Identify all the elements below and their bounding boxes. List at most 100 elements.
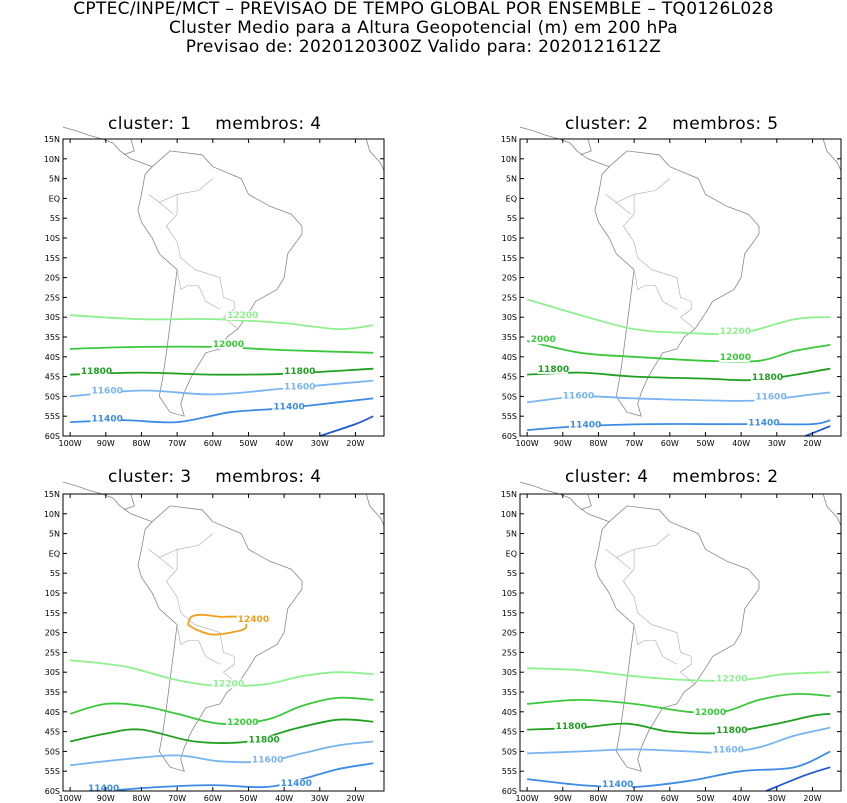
lon-label: 30W <box>768 794 786 803</box>
contour-label-bg <box>226 310 258 320</box>
lat-label: 35S <box>502 333 517 342</box>
lat-label: 50S <box>502 747 517 756</box>
map-background <box>520 139 841 436</box>
contour-label-11600: 11600 <box>252 755 283 765</box>
lon-label: 70W <box>625 439 643 448</box>
lat-label: 10S <box>45 589 60 598</box>
lat-label: 5S <box>507 569 517 578</box>
contour-11600 <box>527 726 831 755</box>
map-background <box>63 494 384 791</box>
contour-label-11400: 11400 <box>570 420 601 430</box>
lat-label: 15N <box>44 135 60 144</box>
lon-label: 60W <box>204 439 222 448</box>
lat-label: 25S <box>502 648 517 657</box>
contour-label-bg <box>754 392 786 402</box>
lat-label: 50S <box>502 392 517 401</box>
lon-label: 90W <box>554 794 572 803</box>
lat-label: 50S <box>45 392 60 401</box>
figure-header: CPTEC/INPE/MCT – PREVISAO DE TEMPO GLOBA… <box>0 0 847 57</box>
contour-label-11800: 11800 <box>538 365 569 375</box>
lat-label: 20S <box>502 274 517 283</box>
country-border <box>166 178 238 330</box>
contour-label-12400: 12400 <box>238 615 269 625</box>
map-panel-cluster-2: cluster: 2 membros: 5 12200 2000 12000 1180… <box>457 108 847 448</box>
contour-label-bg <box>247 735 279 745</box>
contour-label-11600: 11600 <box>284 383 315 393</box>
contour-label-11600: 11600 <box>563 391 594 401</box>
lat-label: 30S <box>45 668 60 677</box>
contour-11800 <box>70 367 374 376</box>
country-border <box>616 202 631 215</box>
lat-label: 10S <box>502 589 517 598</box>
lon-label: 70W <box>168 794 186 803</box>
contour-label-bg <box>283 382 315 392</box>
map-panel-cluster-3: cluster: 3 membros: 4 12400 12200 12000 118… <box>0 463 420 803</box>
lon-label: 20W <box>803 439 821 448</box>
lat-label: 55S <box>502 767 517 776</box>
lat-label: 60S <box>502 432 517 441</box>
contour-12200 <box>70 659 374 688</box>
lat-label: 20S <box>45 629 60 638</box>
lat-label: 25S <box>45 293 60 302</box>
map-background <box>520 494 841 791</box>
lon-label: 60W <box>204 794 222 803</box>
lat-label: 35S <box>45 688 60 697</box>
country-border <box>616 557 631 570</box>
central-america-coastline <box>519 126 610 168</box>
contour-label-11400: 11400 <box>748 418 779 428</box>
contour-label-11400: 11400 <box>602 780 633 790</box>
lon-label: 50W <box>239 794 257 803</box>
basemap <box>62 126 385 417</box>
country-border <box>187 640 221 665</box>
lat-label: EQ <box>506 194 517 203</box>
lon-label: 40W <box>275 439 293 448</box>
lon-label: 40W <box>275 794 293 803</box>
contour-label-12000: 2000 <box>531 335 556 345</box>
contour-11800 <box>69 718 374 744</box>
country-border <box>644 285 678 310</box>
lon-label: 60W <box>661 794 679 803</box>
lon-label: 30W <box>311 794 329 803</box>
south-america-coastline <box>137 505 303 772</box>
contour-label-bg <box>711 745 743 755</box>
contour-label-11800: 11800 <box>556 722 587 732</box>
country-border <box>148 549 178 558</box>
contour-label-bg <box>715 674 747 684</box>
lat-label: 60S <box>45 432 60 441</box>
contour-label-bg <box>601 780 633 790</box>
contour-label-bg <box>693 707 725 717</box>
lon-label: 80W <box>132 439 150 448</box>
lat-label: EQ <box>49 549 60 558</box>
contour-label-12200: 12200 <box>720 327 751 337</box>
contour-label-11400: 11400 <box>88 784 119 794</box>
basemap <box>62 481 385 772</box>
lon-label: 90W <box>97 794 115 803</box>
lat-label: 5S <box>50 569 60 578</box>
basemap <box>519 481 842 772</box>
lat-label: 35S <box>45 333 60 342</box>
contour-label-bg <box>747 418 779 428</box>
lat-label: 5S <box>50 214 60 223</box>
lat-label: 45S <box>502 728 517 737</box>
lat-label: 20S <box>502 629 517 638</box>
country-border <box>176 624 188 645</box>
lat-label: 55S <box>45 767 60 776</box>
lon-label: 90W <box>97 439 115 448</box>
lat-label: 40S <box>502 353 517 362</box>
lat-label: 5N <box>49 530 60 539</box>
lon-label: 50W <box>696 794 714 803</box>
lat-label: 55S <box>502 412 517 421</box>
contour-11400 <box>527 750 831 789</box>
lat-label: 45S <box>502 373 517 382</box>
header-line-2: Cluster Medio para a Altura Geopotencial… <box>168 18 679 38</box>
lon-label: 40W <box>732 439 750 448</box>
lat-label: 45S <box>45 373 60 382</box>
cluster-prefix: cluster: <box>565 467 632 487</box>
lat-label: 40S <box>502 708 517 717</box>
lon-label: 30W <box>768 439 786 448</box>
lat-label: 15S <box>502 254 517 263</box>
contour-label-11800: 11800 <box>81 367 112 377</box>
lat-label: 40S <box>45 353 60 362</box>
contour-label-11800: 11800 <box>248 736 279 746</box>
